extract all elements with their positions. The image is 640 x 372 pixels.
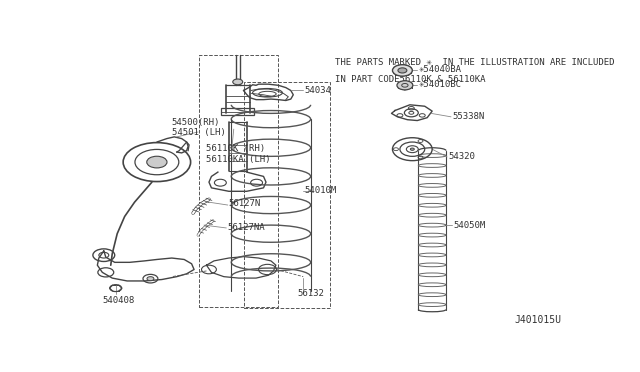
Text: 54320: 54320 bbox=[448, 153, 475, 161]
Text: 54010M: 54010M bbox=[304, 186, 337, 195]
Circle shape bbox=[410, 148, 414, 150]
Text: ✳54010BC: ✳54010BC bbox=[419, 80, 461, 89]
Text: 56127NA: 56127NA bbox=[227, 222, 265, 232]
Text: THE PARTS MARKED ✳  IN THE ILLUSTRATION ARE INCLUDED: THE PARTS MARKED ✳ IN THE ILLUSTRATION A… bbox=[335, 58, 615, 67]
Circle shape bbox=[147, 277, 154, 280]
Text: 56110K (RH)
56110KA (LH): 56110K (RH) 56110KA (LH) bbox=[207, 144, 271, 164]
Text: IN PART CODE56110K & 56110KA: IN PART CODE56110K & 56110KA bbox=[335, 75, 486, 84]
Text: 540408: 540408 bbox=[102, 296, 134, 305]
Circle shape bbox=[392, 65, 412, 76]
Text: J401015U: J401015U bbox=[514, 315, 561, 326]
Text: 55338N: 55338N bbox=[452, 112, 484, 121]
Circle shape bbox=[233, 79, 243, 85]
Bar bbox=[199, 55, 278, 307]
Circle shape bbox=[147, 156, 167, 168]
Circle shape bbox=[397, 81, 413, 90]
Bar bbox=[244, 82, 330, 308]
Text: 56132: 56132 bbox=[297, 289, 324, 298]
Text: 54500(RH)
54501 (LH): 54500(RH) 54501 (LH) bbox=[172, 118, 225, 137]
Text: ✳54040BA: ✳54040BA bbox=[419, 65, 461, 74]
Text: 54050M: 54050M bbox=[453, 221, 485, 230]
Bar bbox=[221, 108, 254, 115]
Circle shape bbox=[398, 68, 407, 73]
Text: 56127N: 56127N bbox=[229, 199, 261, 208]
Text: 54034: 54034 bbox=[304, 86, 331, 95]
